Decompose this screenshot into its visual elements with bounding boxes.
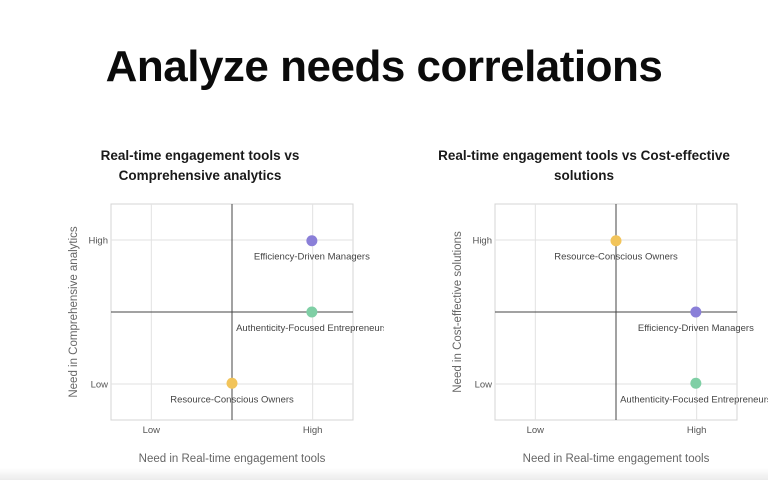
y-tick-label: High [88, 236, 108, 247]
x-axis-label: Need in Real-time engagement tools [523, 453, 710, 465]
chart-title: Real-time engagement tools vs Cost-effec… [438, 148, 730, 183]
data-point [690, 377, 702, 389]
scatter-plot: Low High Low High Need in Real-time engageme… [68, 203, 384, 465]
data-point [690, 306, 702, 318]
y-tick-label: Low [475, 380, 493, 391]
data-point-label: Efficiency-Driven Managers [254, 252, 370, 263]
y-axis-label: Need in Comprehensive analytics [68, 226, 80, 398]
data-point [306, 235, 318, 247]
data-point-label: Authenticity-Focused Entrepreneurs [620, 394, 768, 405]
scatter-plot: Low High Low High Need in Real-time engageme… [452, 203, 768, 465]
chart-engagement-vs-analytics: Real-time engagement tools vs Comprehens… [0, 140, 384, 480]
data-point-label: Resource-Conscious Owners [170, 394, 294, 405]
x-tick-label: Low [143, 425, 161, 436]
y-tick-label: High [472, 236, 492, 247]
chart-engagement-vs-cost: Real-time engagement tools vs Cost-effec… [384, 140, 768, 480]
chart-title: Real-time engagement tools vs Comprehens… [100, 148, 300, 183]
data-point [610, 235, 622, 247]
x-tick-label: High [303, 425, 323, 436]
data-point [306, 306, 318, 318]
data-point-label: Authenticity-Focused Entrepreneurs [236, 323, 384, 334]
page-title: Analyze needs correlations [105, 42, 663, 91]
x-axis-label: Need in Real-time engagement tools [139, 453, 326, 465]
data-point-label: Efficiency-Driven Managers [638, 323, 754, 334]
x-tick-label: Low [527, 425, 545, 436]
y-tick-label: Low [91, 380, 109, 391]
x-tick-label: High [687, 425, 707, 436]
data-point [226, 377, 238, 389]
data-point-label: Resource-Conscious Owners [554, 252, 678, 263]
y-axis-label: Need in Cost-effective solutions [452, 231, 464, 393]
bottom-shade [0, 468, 768, 480]
